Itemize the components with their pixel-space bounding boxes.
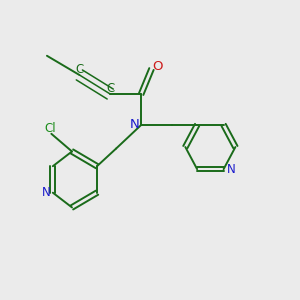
Text: C: C [75, 63, 83, 76]
Text: N: N [42, 186, 51, 199]
Text: C: C [106, 82, 114, 95]
Text: N: N [226, 163, 235, 176]
Text: Cl: Cl [44, 122, 56, 135]
Text: O: O [153, 60, 163, 73]
Text: N: N [130, 118, 140, 131]
